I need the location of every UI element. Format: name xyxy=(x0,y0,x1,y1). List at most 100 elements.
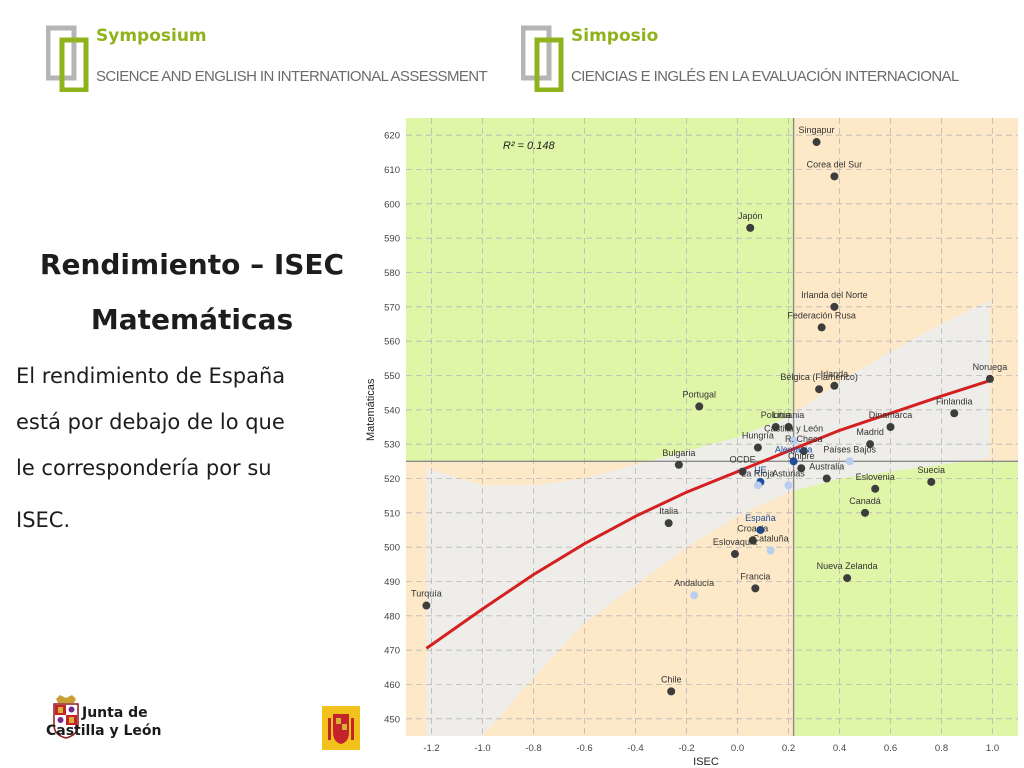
data-point xyxy=(822,474,831,483)
y-tick-label: 580 xyxy=(384,268,400,279)
data-point xyxy=(690,591,699,600)
data-point-label: Singapur xyxy=(799,125,835,135)
data-point-label: Castilla y León xyxy=(764,424,823,434)
x-tick-label: 0.0 xyxy=(731,743,744,754)
y-axis-label: Matemáticas xyxy=(365,378,377,441)
y-tick-label: 460 xyxy=(384,680,400,691)
data-point xyxy=(886,423,895,431)
data-point-label: La Rioja xyxy=(741,468,774,478)
data-point-label: Dinamarca xyxy=(869,410,913,420)
data-point-label: OCDE xyxy=(730,455,756,465)
slide-body-line: está por debajo de lo que xyxy=(16,410,285,434)
data-point xyxy=(766,546,775,555)
data-point xyxy=(845,457,854,466)
header-right: Simposio CIENCIAS E INGLÉS EN LA EVALUAC… xyxy=(521,22,1001,94)
data-point-label: Francia xyxy=(740,571,770,581)
data-point-label: Países Bajos xyxy=(823,444,876,454)
data-point-label: Chipre xyxy=(788,451,815,461)
y-tick-label: 490 xyxy=(384,577,400,588)
header-subtitle-en: SCIENCE AND ENGLISH IN INTERNATIONAL ASS… xyxy=(96,68,488,85)
data-point xyxy=(866,440,875,449)
data-point-label: Bulgaria xyxy=(662,448,695,458)
data-point-label: Eslovenia xyxy=(856,472,895,482)
data-point-label: UE xyxy=(754,465,767,475)
data-point-label: Irlanda xyxy=(821,369,849,379)
data-point xyxy=(695,402,704,411)
y-tick-label: 620 xyxy=(384,131,400,142)
data-point xyxy=(751,584,760,593)
data-point-label: Noruega xyxy=(973,362,1008,372)
data-point-label: R. Checa xyxy=(785,434,823,444)
slide-body-line: ISEC. xyxy=(16,508,71,532)
data-point-label: Chile xyxy=(661,674,682,684)
y-tick-label: 500 xyxy=(384,543,400,554)
slide-body-line: le correspondería por su xyxy=(16,456,272,480)
data-point xyxy=(799,447,808,456)
data-point-label: Eslovaquia xyxy=(713,537,757,547)
y-tick-label: 560 xyxy=(384,337,400,348)
data-point xyxy=(784,423,793,431)
data-point-label: Canadá xyxy=(849,496,881,506)
data-point xyxy=(771,423,780,431)
data-point xyxy=(664,519,673,528)
coat-of-arms-icon xyxy=(53,695,79,739)
junta-castilla-leon-logo: Junta de Castilla y León xyxy=(46,695,176,759)
y-tick-label: 550 xyxy=(384,371,400,382)
regression-fit-line xyxy=(425,379,991,650)
simposio-logo-icon xyxy=(521,25,564,92)
data-point xyxy=(753,443,762,452)
data-point xyxy=(756,526,765,534)
data-point xyxy=(738,467,747,476)
x-tick-label: -0.6 xyxy=(576,743,592,754)
slide-title-line1: Rendimiento – ISEC xyxy=(39,248,345,281)
x-tick-label: 0.8 xyxy=(935,743,948,754)
y-tick-label: 470 xyxy=(384,646,400,657)
x-tick-label: -1.2 xyxy=(423,743,439,754)
header-subtitle-es: CIENCIAS E INGLÉS EN LA EVALUACIÓN INTER… xyxy=(571,68,959,85)
slide-title-line2: Matemáticas xyxy=(90,303,294,336)
y-tick-label: 510 xyxy=(384,508,400,519)
data-point xyxy=(843,574,852,583)
data-point-label: Australia xyxy=(809,462,844,472)
symposium-logo-icon xyxy=(46,25,89,92)
y-tick-label: 600 xyxy=(384,199,400,210)
region-low-isec-above xyxy=(406,118,794,462)
y-tick-label: 520 xyxy=(384,474,400,485)
isec-math-scatter-chart: Singapur Corea del Sur Japón Irlanda del No… xyxy=(365,118,1018,768)
data-point-label: España xyxy=(745,513,776,523)
x-tick-label: 0.4 xyxy=(833,743,846,754)
data-point-label: Italia xyxy=(659,506,678,516)
y-tick-label: 450 xyxy=(384,714,400,725)
data-point-label: Finlandia xyxy=(936,396,973,406)
brand-symposium: Symposium xyxy=(96,26,207,46)
x-tick-label: -0.4 xyxy=(627,743,643,754)
data-point-label: Hungría xyxy=(742,431,774,441)
header-left: Symposium SCIENCE AND ENGLISH IN INTERNA… xyxy=(46,22,488,94)
data-point-label: Cataluña xyxy=(753,534,789,544)
spain-coat-of-arms-icon xyxy=(322,706,360,750)
data-point xyxy=(950,409,959,418)
data-point-label: Bélgica (Flamenco) xyxy=(780,372,858,382)
data-point-label: Asturias xyxy=(772,468,805,478)
data-point xyxy=(674,460,683,469)
data-point xyxy=(667,687,676,696)
x-tick-label: -1.0 xyxy=(474,743,490,754)
y-tick-label: 540 xyxy=(384,405,400,416)
region-high-isec-below xyxy=(793,461,1018,736)
x-tick-label: -0.2 xyxy=(678,743,694,754)
y-tick-label: 610 xyxy=(384,165,400,176)
data-point-label: Croacia xyxy=(737,523,768,533)
slide-body-line: El rendimiento de España xyxy=(16,364,286,388)
data-point-label: Federación Rusa xyxy=(787,310,856,320)
y-tick-label: 530 xyxy=(384,440,400,451)
y-tick-label: 590 xyxy=(384,234,400,245)
data-point-label: Alemania xyxy=(775,444,813,454)
data-point xyxy=(830,172,839,181)
data-point xyxy=(789,457,798,466)
data-point-label: Polonia xyxy=(761,410,791,420)
data-point xyxy=(422,601,431,610)
data-point xyxy=(815,385,824,394)
x-tick-label: 1.0 xyxy=(986,743,999,754)
data-point xyxy=(817,323,826,332)
x-axis-label: ISEC xyxy=(693,756,719,768)
